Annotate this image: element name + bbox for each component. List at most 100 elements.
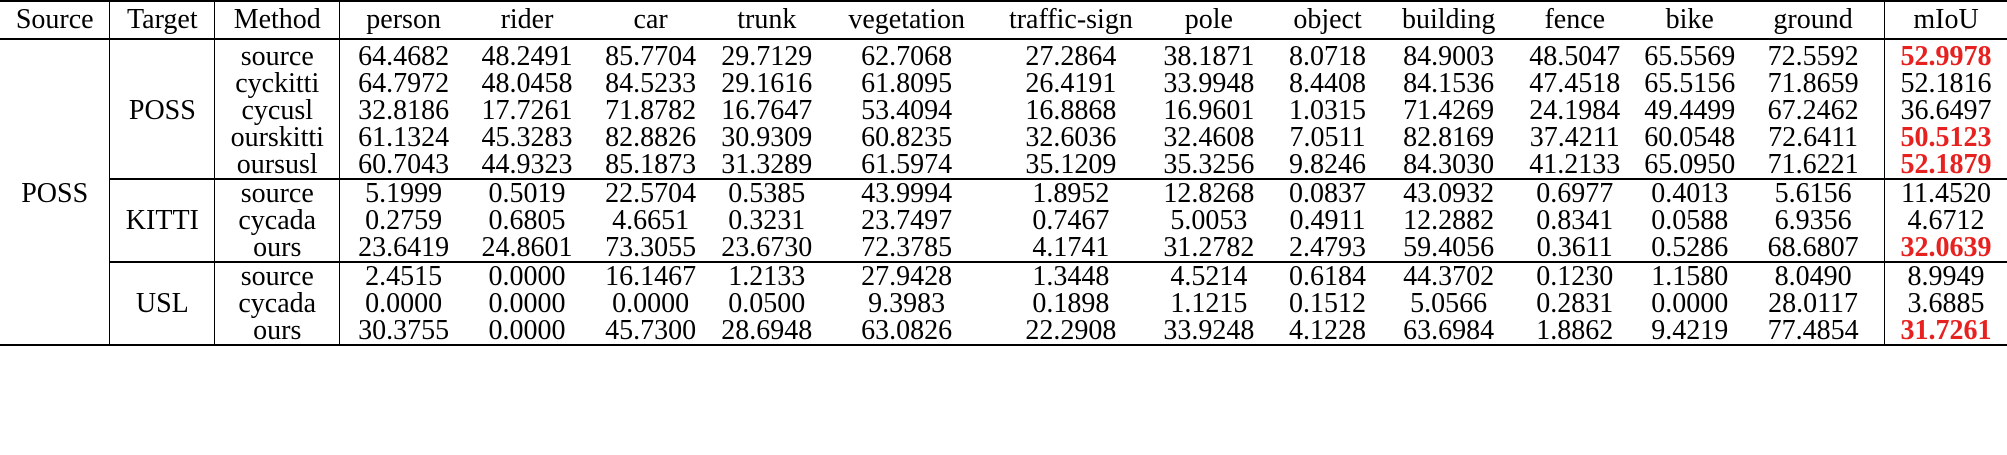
value-cell: 0.6184 (1270, 261, 1385, 291)
value-cell: 9.8246 (1289, 149, 1367, 180)
value-cell: 31.2782 (1163, 232, 1255, 263)
value-cell: 17.7261 (481, 95, 573, 126)
table-row: cycada 0.0000 0.0000 0.0000 0.0500 9.3983 0.18… (0, 288, 2007, 319)
value-cell: 71.8782 (605, 95, 697, 126)
value-cell: 85.1873 (605, 149, 697, 180)
value-cell: 49.4499 (1644, 95, 1736, 126)
value-cell: 16.7647 (721, 95, 813, 126)
value-cell: 0.0588 (1651, 205, 1729, 236)
value-cell: 9.4219 (1637, 317, 1743, 346)
table-row: cycada 0.2759 0.6805 4.6651 0.3231 23.7497 0.7… (0, 205, 2007, 236)
value-cell: 48.5047 (1529, 41, 1621, 72)
value-cell: 37.4211 (1529, 122, 1620, 153)
value-cell: 61.1324 (358, 122, 450, 153)
value-cell: 41.2133 (1529, 149, 1621, 180)
header-pole: pole (1147, 0, 1271, 40)
value-cell: 68.6807 (1767, 232, 1859, 263)
value-cell: 2.4515 (339, 261, 468, 291)
method-cell: oursusl (214, 151, 341, 179)
value-cell: 23.7497 (861, 205, 953, 236)
value-cell: 82.8826 (605, 122, 697, 153)
value-cell: 26.4191 (1025, 68, 1117, 99)
method-cell: cyckitti (214, 70, 341, 98)
table-row: oursusl 60.7043 44.9323 85.1873 31.3289 61.59… (0, 151, 2007, 179)
value-cell: 43.0932 (1384, 178, 1513, 208)
value-cell: 22.2908 (994, 317, 1148, 346)
header-target: Target (109, 0, 216, 40)
source-cell: POSS (0, 39, 111, 346)
value-cell: 44.9323 (481, 149, 573, 180)
value-cell: 28.0117 (1768, 288, 1859, 319)
method-cell: source (214, 261, 341, 291)
table-row: KITTI source 5.1999 0.5019 22.5704 0.5385 43.9… (0, 178, 2007, 262)
target-cell: POSS (109, 39, 216, 179)
value-cell: 0.0837 (1270, 178, 1385, 208)
method-cell: ourskitti (214, 124, 341, 152)
method-cell: cycada (214, 207, 341, 235)
value-cell: 65.5569 (1644, 41, 1736, 72)
header-person: person (339, 0, 468, 40)
value-cell: 0.5286 (1651, 232, 1729, 263)
value-cell: 60.7043 (358, 149, 450, 180)
value-cell: 64.7972 (358, 68, 450, 99)
value-cell: 9.3983 (868, 288, 946, 319)
value-cell: 4.5214 (1147, 261, 1271, 291)
value-cell: 24.1984 (1529, 95, 1621, 126)
value-cell: 0.5019 (467, 178, 587, 208)
table-row: ours 23.6419 24.8601 73.3055 23.6730 72.3785 4… (0, 234, 2007, 262)
value-cell: 60.0548 (1644, 122, 1736, 153)
value-cell: 7.0511 (1289, 122, 1366, 153)
value-cell: 1.1215 (1170, 288, 1248, 319)
value-cell: 2.4793 (1289, 232, 1367, 263)
header-object: object (1270, 0, 1385, 40)
value-cell: 4.1741 (1032, 232, 1110, 263)
value-cell: 0.0000 (488, 288, 566, 319)
value-cell: 33.9948 (1163, 68, 1255, 99)
method-cell: cycada (214, 290, 341, 318)
value-cell: 67.2462 (1767, 95, 1859, 126)
value-cell: 16.9601 (1163, 95, 1255, 126)
value-cell: 64.4682 (358, 41, 450, 72)
value-cell: 35.3256 (1163, 149, 1255, 180)
value-cell: 1.0315 (1289, 95, 1367, 126)
value-cell: 63.0826 (819, 317, 995, 346)
value-cell: 0.0000 (365, 288, 443, 319)
value-cell: 29.1616 (721, 68, 813, 99)
value-cell: 77.4854 (1742, 317, 1885, 346)
value-cell: 1.3448 (994, 261, 1148, 291)
value-cell: 0.0000 (1651, 288, 1729, 319)
value-cell: 0.0000 (467, 261, 587, 291)
header-car: car (586, 0, 715, 40)
value-cell: 53.4094 (861, 95, 953, 126)
value-cell: 0.0500 (728, 288, 806, 319)
miou-cell: 52.9978 (1884, 39, 2007, 71)
header-building: building (1384, 0, 1513, 40)
value-cell: 0.4911 (1289, 205, 1366, 236)
value-cell: 27.2864 (1025, 41, 1117, 72)
miou-cell: 32.0639 (1884, 234, 2007, 262)
header-fence: fence (1512, 0, 1638, 40)
value-cell: 59.4056 (1403, 232, 1495, 263)
value-cell: 65.5156 (1644, 68, 1736, 99)
method-cell: ours (214, 317, 341, 346)
value-cell: 71.4269 (1403, 95, 1495, 126)
value-cell: 84.9003 (1403, 41, 1495, 72)
value-cell: 30.3755 (339, 317, 468, 346)
value-cell: 71.8659 (1767, 68, 1859, 99)
value-cell: 33.9248 (1147, 317, 1271, 346)
value-cell: 27.9428 (819, 261, 995, 291)
value-cell: 0.2759 (365, 205, 443, 236)
value-cell: 8.0718 (1289, 41, 1367, 72)
value-cell: 24.8601 (481, 232, 573, 263)
value-cell: 8.4408 (1289, 68, 1367, 99)
header-miou: mIoU (1884, 0, 2007, 40)
value-cell: 71.6221 (1767, 149, 1859, 180)
value-cell: 32.6036 (1025, 122, 1117, 153)
value-cell: 16.8868 (1025, 95, 1117, 126)
value-cell: 32.8186 (358, 95, 450, 126)
value-cell: 84.1536 (1403, 68, 1495, 99)
header-ground: ground (1742, 0, 1885, 40)
value-cell: 0.1512 (1289, 288, 1367, 319)
table-row: cycusl 32.8186 17.7261 71.8782 16.7647 53.409… (0, 95, 2007, 126)
value-cell: 0.3231 (728, 205, 806, 236)
